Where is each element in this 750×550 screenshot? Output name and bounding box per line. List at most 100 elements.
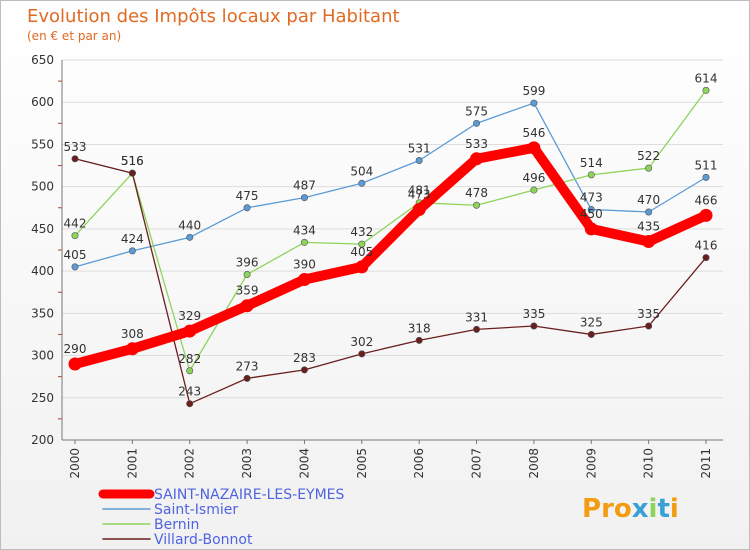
data-point — [240, 299, 254, 313]
series — [68, 86, 713, 408]
data-point — [645, 208, 653, 216]
x-tick-label: 2011 — [699, 448, 713, 479]
x-tick-label: 2004 — [297, 448, 311, 479]
data-label: 473 — [580, 190, 603, 204]
data-point — [412, 202, 426, 216]
data-label: 335 — [522, 307, 545, 321]
data-label: 614 — [695, 71, 718, 85]
y-tick-label: 550 — [31, 137, 54, 151]
data-labels: 405 424 440 475 487 504 531 575 599 473 470 511 442 5… — [64, 71, 718, 398]
data-label: 335 — [637, 307, 660, 321]
data-point — [300, 366, 308, 374]
data-label: 473 — [408, 187, 431, 201]
data-label: 325 — [580, 315, 603, 329]
y-tick-label: 400 — [31, 264, 54, 278]
legend-label: Villard-Bonnot — [154, 532, 253, 548]
data-point — [587, 205, 595, 213]
data-label: 496 — [522, 171, 545, 185]
data-label: 470 — [637, 193, 660, 207]
data-point — [243, 270, 251, 278]
data-point — [415, 336, 423, 344]
data-point — [530, 186, 538, 194]
data-label: 290 — [64, 342, 87, 356]
data-point — [68, 357, 82, 371]
data-label: 424 — [121, 232, 144, 246]
data-label: 504 — [350, 164, 373, 178]
data-label: 546 — [522, 126, 545, 140]
x-tick-label: 2005 — [355, 448, 369, 479]
legend-label: Saint-Ismier — [154, 502, 238, 518]
data-label: 434 — [293, 223, 316, 237]
x-tick-label: 2003 — [240, 448, 254, 479]
data-label: 283 — [293, 351, 316, 365]
data-label: 575 — [465, 104, 488, 118]
logo-letter: x — [632, 494, 649, 524]
logo-letter: i — [670, 494, 679, 524]
logo-letter: P — [582, 494, 601, 524]
series-line — [70, 142, 711, 369]
data-point — [186, 400, 194, 408]
y-tick-label: 500 — [31, 180, 54, 194]
data-point — [702, 86, 710, 94]
legend-label: Bernin — [154, 517, 199, 533]
data-point — [587, 330, 595, 338]
logo-letter: r — [601, 494, 614, 524]
data-point — [300, 238, 308, 246]
data-label: 442 — [64, 217, 87, 231]
data-point — [470, 152, 484, 166]
y-tick-label: 650 — [31, 53, 54, 67]
logo-letter: i — [649, 494, 658, 524]
data-point — [642, 235, 656, 249]
data-point — [71, 232, 79, 240]
data-label: 396 — [236, 255, 259, 269]
x-tick-label: 2000 — [68, 448, 82, 479]
data-label: 514 — [580, 156, 603, 170]
data-label: 450 — [580, 207, 603, 221]
data-label: 475 — [236, 189, 259, 203]
data-point — [186, 367, 194, 375]
data-label: 440 — [178, 218, 201, 232]
data-label: 243 — [178, 385, 201, 399]
chart-title: Evolution des Impôts locaux par Habitant — [27, 6, 400, 27]
data-point — [587, 171, 595, 179]
data-label: 516 — [121, 154, 144, 168]
data-label: 282 — [178, 352, 201, 366]
data-label: 359 — [236, 284, 259, 298]
chart-subtitle: (en € et par an) — [27, 29, 121, 43]
data-point — [527, 141, 541, 155]
data-label: 478 — [465, 186, 488, 200]
data-point — [300, 194, 308, 202]
data-label: 329 — [178, 309, 201, 323]
data-point — [125, 342, 139, 356]
y-tick-label: 300 — [31, 349, 54, 363]
data-label: 533 — [465, 137, 488, 151]
data-label: 511 — [695, 158, 718, 172]
data-point — [530, 322, 538, 330]
data-label: 318 — [408, 321, 431, 335]
data-label: 487 — [293, 179, 316, 193]
data-point — [128, 247, 136, 255]
x-tick-label: 2010 — [642, 448, 656, 479]
data-label: 302 — [350, 335, 373, 349]
data-label: 531 — [408, 141, 431, 155]
data-point — [473, 325, 481, 333]
x-tick-label: 2008 — [527, 448, 541, 479]
data-point — [183, 324, 197, 338]
data-label: 405 — [350, 245, 373, 259]
data-point — [473, 119, 481, 127]
data-point — [243, 374, 251, 382]
data-label: 516 — [121, 154, 144, 168]
data-point — [699, 208, 713, 222]
data-point — [473, 201, 481, 209]
x-tick-label: 2006 — [412, 448, 426, 479]
data-point — [584, 222, 598, 236]
data-point — [71, 263, 79, 271]
data-point — [702, 254, 710, 262]
data-label: 390 — [293, 258, 316, 272]
data-label: 466 — [695, 193, 718, 207]
x-tick-label: 2007 — [470, 448, 484, 479]
data-point — [415, 156, 423, 164]
x-tick-label: 2002 — [183, 448, 197, 479]
data-point — [358, 350, 366, 358]
